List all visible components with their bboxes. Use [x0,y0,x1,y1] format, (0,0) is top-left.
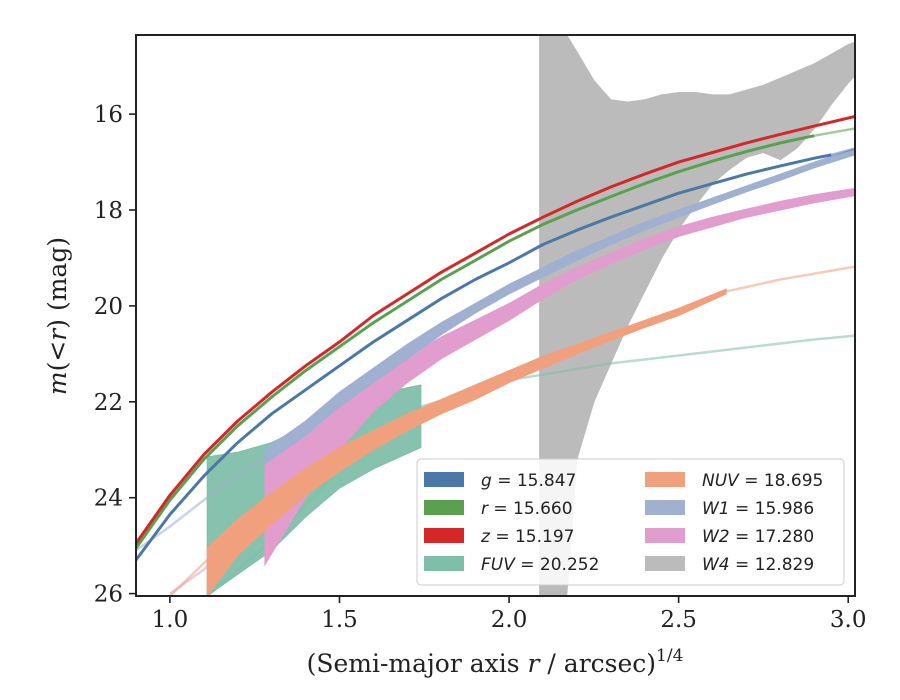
y-axis-label-r: r [43,327,72,341]
plot-frame [135,34,856,597]
series-nuv-extrapolation-end [725,265,855,293]
series-r-line [136,134,815,549]
legend-label-w4: W4 = 12.829 [702,555,814,575]
plot-area [136,35,855,596]
legend-swatch-w4 [645,556,685,571]
y-axis-label: m(<r) (mag) [43,237,72,395]
legend-label-w2: W2 = 17.280 [702,527,814,547]
y-tick-label: 18 [94,198,123,224]
y-axis-label-close: ) [43,319,72,329]
y-tick-label: 26 [94,582,123,608]
legend: g = 15.847 r = 15.660 z = 15.197 FUV = 20.2… [416,458,845,586]
series-g-extrapolation [830,147,855,157]
legend-item-fuv: FUV = 20.252 [424,555,599,575]
series-w2-band [264,187,855,567]
series-w4-extrapolation [539,65,855,221]
series-nuv [169,265,855,596]
series-w4 [539,35,855,596]
series-z [136,115,855,545]
y-tick-label: 22 [94,390,123,416]
legend-label-nuv: NUV = 18.695 [702,471,823,491]
legend-label-fuv: FUV = 20.252 [481,555,599,575]
legend-label-w1: W1 = 15.986 [702,499,814,519]
series-g [136,147,855,561]
x-tick-label: 2.5 [660,607,697,633]
series-w1-extrapolation [136,455,266,552]
series-nuv-extrapolation [169,559,209,596]
legend-item-w4: W4 = 12.829 [645,555,814,575]
series-r [136,127,855,549]
y-axis-label-unit: (mag) [43,237,72,319]
legend-swatch-fuv [424,556,464,571]
legend-box [416,458,845,586]
series-w1 [136,148,855,552]
x-axis-label-exponent: 1/4 [656,646,683,666]
x-tick-label: 1.0 [152,607,189,633]
series-g-line [136,153,832,561]
legend-item-w1: W1 = 15.986 [645,499,814,519]
x-axis-label-suffix: / arcsec) [539,649,656,678]
legend-label-g: g = 15.847 [481,471,576,491]
series-w1-band [264,148,855,466]
legend-swatch-w2 [645,528,685,543]
legend-swatch-nuv [645,472,685,487]
y-tick-label: 20 [94,294,123,320]
legend-item-w2: W2 = 17.280 [645,527,814,547]
legend-swatch-w1 [645,500,685,515]
y-axis-label-lt: (< [43,341,72,372]
x-axis-label-var: r [528,649,542,678]
series-w4-band [539,35,855,596]
legend-label-r: r = 15.660 [481,499,573,519]
y-axis-label-m: m [43,371,72,395]
series-z-line [136,115,855,545]
x-tick-label: 1.5 [321,607,358,633]
y-tick-label: 24 [94,486,123,512]
legend-swatch-z [424,528,464,543]
x-tick-label: 2.0 [491,607,528,633]
legend-swatch-r [424,500,464,515]
x-axis-label: (Semi-major axis r / arcsec)1/4 [307,646,684,678]
y-tick-label: 16 [94,102,123,128]
legend-item-nuv: NUV = 18.695 [645,471,823,491]
legend-item-z: z = 15.197 [424,527,574,547]
legend-item-r: r = 15.660 [424,499,573,519]
x-axis-label-prefix: (Semi-major axis [307,649,528,678]
series-nuv-band [206,288,727,596]
legend-item-g: g = 15.847 [424,471,576,491]
x-tick-label: 3.0 [830,607,867,633]
ticks: 1.0 1.5 2.0 2.5 3.0 16 18 20 22 24 26 [94,102,867,633]
legend-label-z: z = 15.197 [480,527,574,547]
legend-swatch-g [424,472,464,487]
series-r-extrapolation [814,127,855,137]
